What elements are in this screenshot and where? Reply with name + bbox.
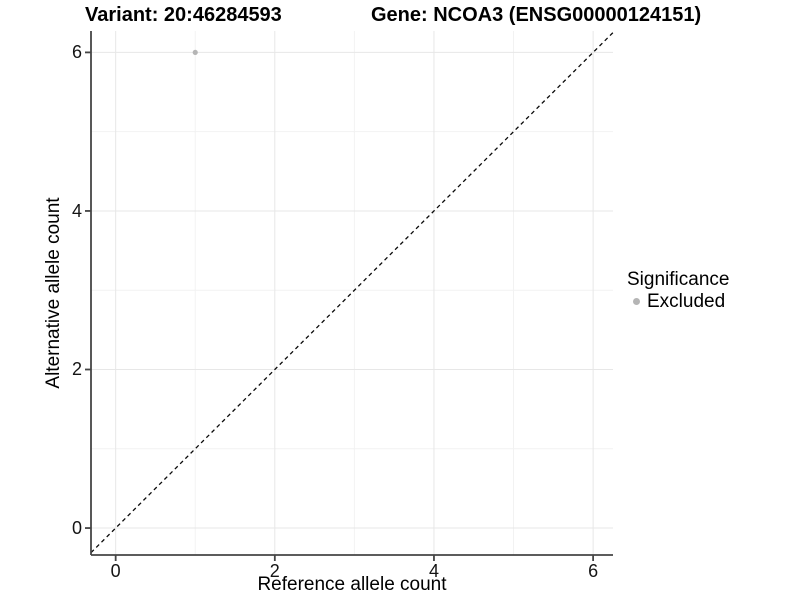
plot-title-gene: Gene: NCOA3 (ENSG00000124151) <box>371 4 702 26</box>
identity-reference-line <box>90 32 614 554</box>
x-axis-label: Reference allele count <box>257 574 447 595</box>
legend-title: Significance <box>627 269 730 290</box>
y-tick-label: 4 <box>71 200 82 221</box>
x-tick-label: 2 <box>269 561 280 581</box>
legend-item: Excluded <box>627 291 729 312</box>
y-axis-label: Alternative allele count <box>43 197 64 389</box>
x-tick-label: 0 <box>110 561 121 581</box>
y-tick-label: 6 <box>71 42 82 63</box>
legend-items: Excluded <box>627 291 729 312</box>
legend-point-icon <box>633 298 640 305</box>
plot-panel <box>85 31 614 561</box>
legend: Significance Excluded <box>627 268 729 312</box>
y-tick-label: 2 <box>71 359 82 380</box>
legend-item-label: Excluded <box>647 291 726 312</box>
plot-title-variant: Variant: 20:46284593 <box>85 4 282 26</box>
x-tick-label: 6 <box>588 561 599 581</box>
y-tick-label: 0 <box>71 518 82 539</box>
data-point <box>192 49 198 56</box>
x-tick-label: 4 <box>428 561 439 581</box>
plot-canvas <box>85 31 614 561</box>
